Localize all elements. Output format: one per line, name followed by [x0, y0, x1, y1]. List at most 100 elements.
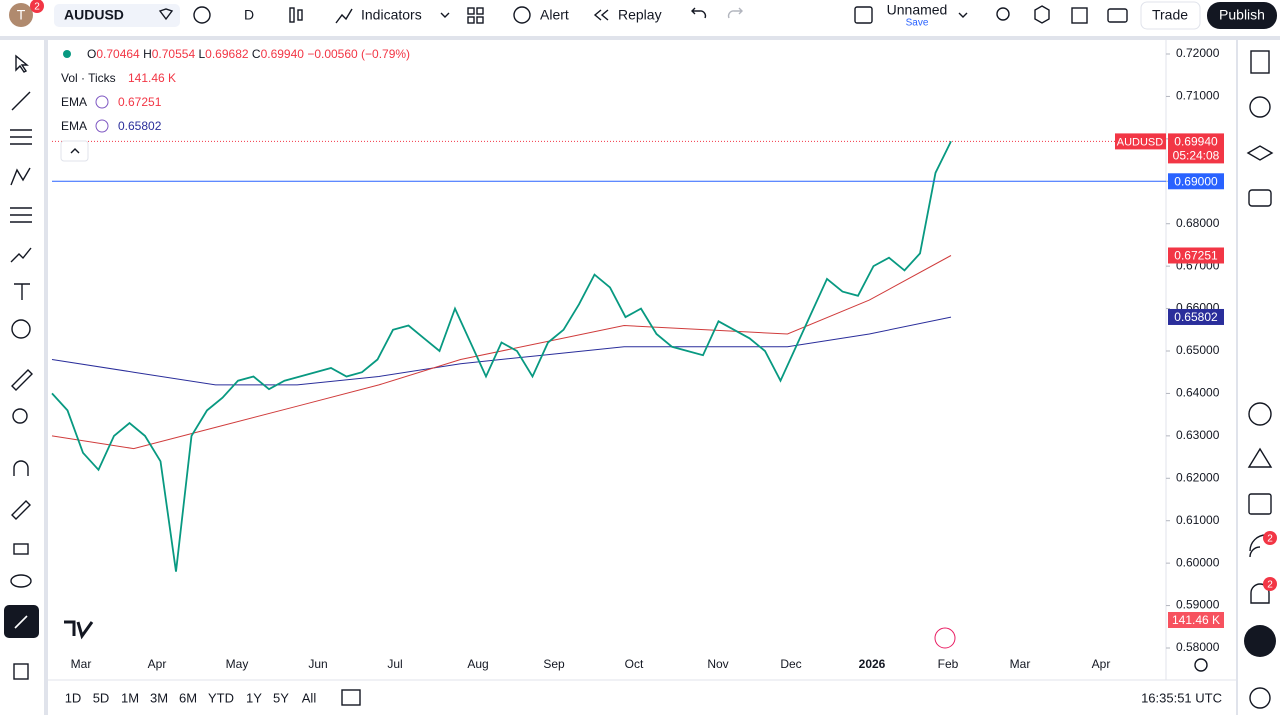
interval[interactable]: D [244, 7, 254, 23]
axis-settings[interactable] [1194, 658, 1208, 672]
alert-icon [513, 6, 531, 24]
price-label: 0.63000 [1176, 428, 1220, 442]
trade-button[interactable] [1140, 1, 1201, 30]
calendar[interactable] [1248, 493, 1272, 515]
layout-toggle[interactable] [854, 6, 873, 24]
badge-count: 2 [34, 2, 40, 13]
range-button[interactable]: 5D [93, 690, 110, 705]
add-icon[interactable] [193, 6, 211, 24]
range-button[interactable]: YTD [208, 690, 234, 705]
fullscreen-icon[interactable] [1071, 7, 1088, 24]
divider [1236, 40, 1238, 715]
badge [1263, 577, 1277, 591]
undo[interactable] [691, 7, 707, 19]
time-label: Apr [148, 657, 167, 671]
ideas[interactable] [1247, 447, 1273, 468]
price-tag-text: 0.69940 [1174, 135, 1218, 149]
low: 0.69682 [205, 47, 249, 61]
avatar[interactable] [9, 3, 33, 27]
notifications[interactable] [1250, 583, 1270, 604]
forecast-tool[interactable] [10, 207, 32, 223]
magnet-tool[interactable] [13, 460, 29, 476]
label: L [198, 47, 205, 61]
collapse-legend[interactable] [60, 140, 89, 162]
change: −0.00560 (−0.79%) [307, 47, 410, 61]
candle-icon [297, 9, 303, 21]
ema-tag-text: 0.67251 [1174, 249, 1218, 263]
date-range[interactable] [341, 689, 361, 706]
time-label: Nov [707, 657, 728, 671]
range-button[interactable]: 1Y [246, 690, 262, 705]
clock: 16:35:51 UTC [1141, 690, 1222, 705]
price-label: 0.62000 [1176, 470, 1220, 484]
range-button[interactable]: 5Y [273, 690, 289, 705]
settings-icon[interactable] [1034, 5, 1050, 24]
chats[interactable] [1248, 189, 1272, 207]
chevron[interactable] [440, 12, 450, 18]
pattern-tool[interactable] [10, 167, 31, 186]
ema-tag [1168, 247, 1224, 264]
divider [0, 36, 1280, 40]
candle-icon[interactable] [289, 7, 295, 23]
hotlists[interactable] [1248, 402, 1272, 426]
price-label: 0.64000 [1176, 386, 1220, 400]
symbol-search[interactable] [54, 4, 180, 27]
watchlist[interactable] [1250, 50, 1270, 74]
publish-button[interactable] [1207, 2, 1277, 29]
avatar-letter: T [17, 7, 26, 23]
time-label: Sep [543, 657, 565, 671]
search-icon[interactable] [996, 7, 1010, 21]
event-icon[interactable] [934, 627, 956, 649]
open: 0.70464 [96, 47, 140, 61]
badge-count: 2 [1267, 580, 1273, 591]
volume-value: 141.46 K [128, 71, 176, 85]
legend-ohlc: O0.70464 H0.70554 L0.69682 C0.69940 −0.0… [87, 47, 410, 61]
replay[interactable]: Replay [618, 7, 662, 23]
time-label: Feb [938, 657, 959, 671]
time-label: Jul [387, 657, 402, 671]
trash-tool[interactable] [13, 663, 29, 680]
price-tag [1168, 173, 1224, 190]
brush-tool[interactable] [10, 247, 32, 263]
snapshot-icon[interactable] [1107, 8, 1128, 23]
drawing-mode[interactable] [11, 500, 31, 520]
data-window[interactable] [1246, 145, 1274, 161]
replay-icon [593, 9, 609, 21]
time-label: Jun [308, 657, 327, 671]
ema-tag-text: 0.65802 [1174, 310, 1218, 324]
volume-tag [1168, 612, 1224, 628]
emoji-tool[interactable] [11, 319, 31, 339]
range-button[interactable]: 1D [65, 690, 82, 705]
redo[interactable] [727, 7, 743, 19]
range-button[interactable]: All [302, 690, 317, 705]
range-button[interactable]: 6M [179, 690, 197, 705]
ruler-tool[interactable] [11, 369, 33, 391]
badge-count: 2 [1267, 534, 1273, 545]
chevron[interactable] [958, 12, 968, 18]
text-tool[interactable] [14, 283, 30, 300]
layout-icon[interactable] [467, 7, 475, 15]
zoom-tool[interactable] [12, 408, 28, 424]
price-tag-text: 0.69000 [1174, 174, 1218, 188]
line-tool[interactable] [11, 91, 31, 111]
indicators[interactable]: Indicators [361, 7, 422, 23]
range-button[interactable]: 3M [150, 690, 168, 705]
alerts-panel[interactable] [1249, 96, 1271, 118]
lock-tool[interactable] [13, 543, 29, 555]
products[interactable] [1244, 625, 1276, 657]
range-button[interactable]: 1M [121, 690, 139, 705]
ema-icon [95, 95, 109, 109]
time-label: Mar [71, 657, 92, 671]
symbol-tag [1115, 133, 1166, 150]
label: C [252, 47, 261, 61]
help[interactable] [1249, 687, 1271, 709]
fib-tool[interactable] [10, 129, 32, 145]
indicators-icon [335, 8, 353, 24]
alert[interactable]: Alert [540, 7, 569, 23]
hide-tool[interactable] [10, 574, 32, 588]
trade: Trade [1152, 7, 1188, 23]
ema-fast-line [51, 255, 952, 450]
cursor-tool[interactable] [15, 54, 29, 73]
layout-name[interactable]: Unnamed [887, 2, 948, 18]
layout-icon [476, 7, 484, 15]
